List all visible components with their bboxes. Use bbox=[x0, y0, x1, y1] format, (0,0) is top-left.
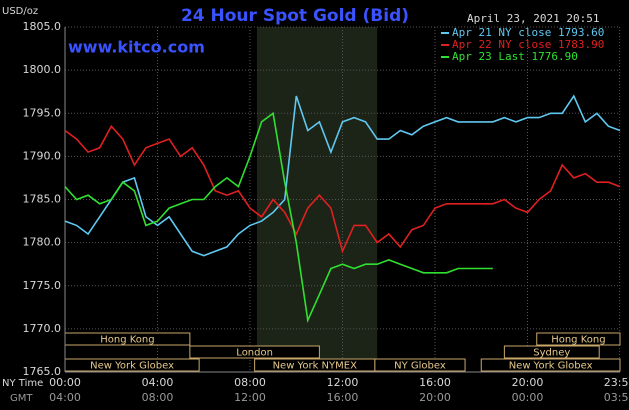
series-line bbox=[64, 94, 621, 257]
x-axis-label: NY Time bbox=[2, 378, 43, 389]
y-tick-label: 1795.0 bbox=[23, 106, 62, 119]
timestamp: April 23, 2021 20:51 bbox=[467, 12, 599, 25]
session-label: Hong Kong bbox=[100, 335, 154, 346]
session-label: NY Globex bbox=[394, 361, 446, 372]
session-label: London bbox=[236, 348, 273, 359]
x2-tick-label: 03:59 bbox=[604, 391, 629, 404]
legend-label: Apr 22 NY close 1783.90 bbox=[452, 38, 604, 51]
x-tick-label: 12:00 bbox=[327, 376, 359, 389]
unit-label: USD/oz bbox=[2, 6, 38, 17]
session-label: Sydney bbox=[533, 348, 570, 359]
x-tick-label: 16:00 bbox=[419, 376, 451, 389]
x-tick-label: 20:00 bbox=[512, 376, 544, 389]
legend-label: Apr 23 Last 1776.90 bbox=[452, 50, 578, 63]
y-tick-label: 1800.0 bbox=[23, 63, 62, 76]
x2-axis-label: GMT bbox=[10, 393, 33, 404]
y-tick-label: 1785.0 bbox=[23, 193, 62, 206]
chart-title: 24 Hour Spot Gold (Bid) bbox=[181, 6, 409, 26]
session-box bbox=[189, 345, 320, 359]
y-tick-label: 1770.0 bbox=[23, 322, 62, 335]
session-box bbox=[374, 358, 466, 372]
session-label: New York Globex bbox=[90, 361, 174, 372]
y-tick-label: 1790.0 bbox=[23, 149, 62, 162]
series-line bbox=[64, 111, 493, 324]
plot: 1765.0 1770.0 1775.0 1780.0 1785.0 1790.0 1795… bbox=[23, 20, 629, 404]
session-box bbox=[503, 345, 600, 359]
y-tick-label: 1780.0 bbox=[23, 236, 62, 249]
session-label: New York Globex bbox=[509, 361, 593, 372]
x2-tick-label: 12:00 bbox=[234, 391, 266, 404]
site-label: www.kitco.com bbox=[68, 38, 205, 57]
x2-tick-label: 20:00 bbox=[419, 391, 451, 404]
session-label: New York NYMEX bbox=[273, 361, 358, 372]
series-line bbox=[64, 124, 621, 254]
session-box bbox=[480, 358, 621, 372]
x-tick-label: 04:00 bbox=[142, 376, 174, 389]
x2-tick-label: 00:00 bbox=[512, 391, 544, 404]
session-box bbox=[536, 332, 621, 346]
session-label: Hong Kong bbox=[551, 335, 605, 346]
legend-label: Apr 21 NY close 1793.60 bbox=[452, 26, 604, 39]
y-tick-label: 1765.0 bbox=[23, 365, 62, 378]
y-tick-label: 1805.0 bbox=[23, 20, 62, 33]
x2-tick-label: 08:00 bbox=[142, 391, 174, 404]
x-tick-label: 23:59 bbox=[604, 376, 629, 389]
y-tick-label: 1775.0 bbox=[23, 279, 62, 292]
x-tick-label: 08:00 bbox=[234, 376, 266, 389]
x2-tick-label: 04:00 bbox=[49, 391, 81, 404]
x2-tick-label: 16:00 bbox=[327, 391, 359, 404]
x-tick-label: 00:00 bbox=[49, 376, 81, 389]
